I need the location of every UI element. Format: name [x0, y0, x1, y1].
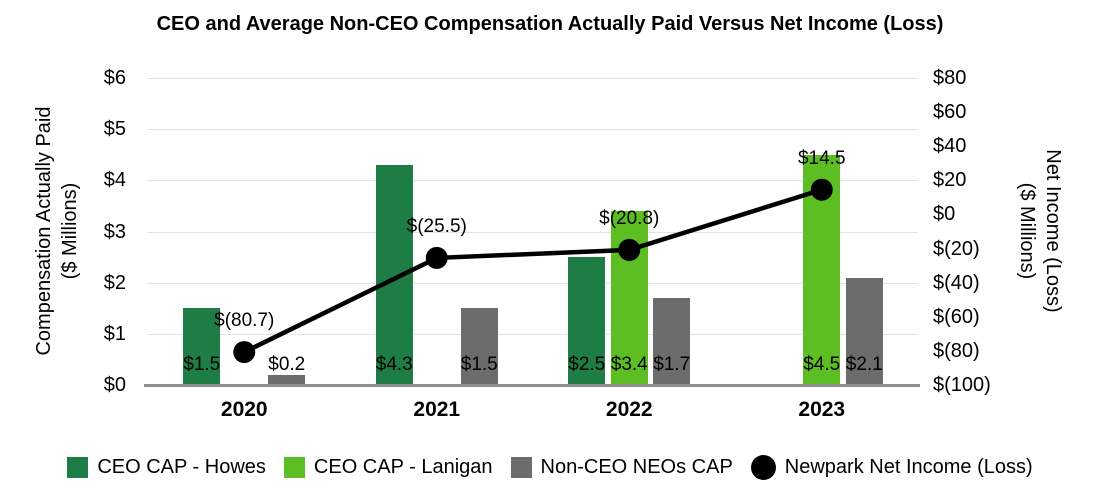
bar-value-label: $1.7	[653, 354, 691, 375]
plot-area: $1.5 $4.3 $2.5 $3.4 $4.5 $0.2 $1.5 $1.7 $2.1 $(80…	[144, 78, 920, 387]
x-axis-label-2020: 2020	[220, 398, 268, 421]
right-axis-tick: $40	[933, 135, 967, 158]
gridline	[148, 78, 918, 79]
right-axis-tick: $60	[933, 101, 967, 124]
bar-non-ceo-neos-cap-2021	[460, 308, 498, 385]
gridline	[148, 129, 918, 131]
left-axis-title-line1: Compensation Actually Paid	[33, 106, 55, 356]
right-axis-title-line2: ($ Millions)	[1016, 182, 1038, 280]
gridline	[148, 180, 918, 182]
left-axis-tick: $0	[103, 374, 126, 396]
legend-label: CEO CAP - Howes	[97, 456, 266, 478]
x-axis-label-2023: 2023	[798, 398, 846, 421]
legend-item-ceo-cap-howes: CEO CAP - Howes	[67, 456, 266, 479]
bar-non-ceo-neos-cap-2020	[268, 374, 306, 385]
bar-value-label: $0.2	[268, 354, 306, 375]
x-axis-line	[144, 384, 920, 387]
legend-swatch-square	[510, 457, 532, 478]
net-income-marker	[810, 178, 833, 201]
net-income-line	[233, 178, 833, 364]
net-income-value-label: $(25.5)	[406, 215, 467, 237]
bar-value-label: $4.5	[803, 354, 841, 375]
bar-value-label: $4.3	[375, 354, 413, 375]
legend-label: Newpark Net Income (Loss)	[784, 456, 1033, 478]
chart-title: CEO and Average Non-CEO Compensation Act…	[156, 13, 944, 35]
gridline	[148, 231, 918, 233]
left-axis-tick: $3	[103, 220, 126, 243]
legend-label: CEO CAP - Lanigan	[313, 456, 493, 478]
left-axis-tick: $4	[103, 169, 126, 192]
left-axis-tick: $6	[103, 67, 126, 89]
right-axis-tick: $(40)	[933, 271, 980, 294]
left-axis-tick: $2	[103, 271, 126, 294]
net-income-value-label: $(20.8)	[599, 207, 660, 229]
legend-item-non-ceo-neos-cap: Non-CEO NEOs CAP	[510, 456, 733, 479]
x-axis-label-2022: 2022	[605, 398, 653, 421]
legend-swatch-square	[67, 457, 89, 478]
legend-swatch-square	[283, 457, 305, 478]
net-income-marker	[233, 341, 256, 364]
legend-item-ceo-cap-lanigan: CEO CAP - Lanigan	[283, 456, 493, 479]
right-axis-tick: $20	[933, 169, 967, 192]
bar-ceo-cap-howes-2022	[568, 257, 606, 385]
right-axis-tick: $0	[933, 203, 956, 226]
right-axis-tick: $80	[933, 67, 967, 89]
bar-ceo-cap-howes-2020	[183, 308, 221, 385]
net-income-value-label: $14.5	[797, 147, 846, 169]
legend-swatch-circle	[750, 455, 776, 480]
bar-value-label: $3.4	[610, 354, 648, 375]
net-income-marker	[425, 246, 448, 269]
legend: CEO CAP - Howes CEO CAP - Lanigan Non-CEO …	[0, 455, 1100, 480]
gridline	[148, 282, 918, 284]
bar-non-ceo-neos-cap-2023	[845, 277, 883, 385]
bar-non-ceo-neos-cap-2022	[653, 298, 691, 385]
left-axis-tick: $5	[103, 118, 126, 141]
net-income-marker	[618, 238, 641, 261]
net-income-value-label: $(80.7)	[214, 310, 275, 332]
right-axis-tick: $(100)	[933, 374, 991, 396]
gridline	[148, 333, 918, 335]
legend-item-newpark-net-income-loss-: Newpark Net Income (Loss)	[750, 455, 1033, 480]
x-axis-label-2021: 2021	[413, 398, 461, 421]
bar-value-label: $2.1	[845, 354, 883, 375]
legend-label: Non-CEO NEOs CAP	[540, 456, 733, 478]
right-axis-tick: $(60)	[933, 305, 980, 328]
right-axis-tick: $(20)	[933, 237, 980, 260]
bar-value-label: $1.5	[460, 354, 498, 375]
bar-value-label: $1.5	[183, 354, 221, 375]
right-axis-title: Net Income (Loss) ($ Millions)	[1014, 51, 1066, 411]
right-axis-tick: $(80)	[933, 339, 980, 362]
bar-value-label: $2.5	[568, 354, 606, 375]
right-axis-title-line1: Net Income (Loss)	[1042, 149, 1064, 313]
left-axis-tick: $1	[103, 322, 126, 345]
